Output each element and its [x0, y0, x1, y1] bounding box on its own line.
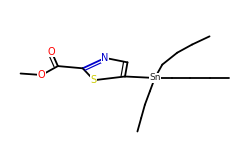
Text: S: S — [91, 75, 97, 85]
Text: O: O — [48, 47, 56, 57]
Text: Sn: Sn — [149, 74, 160, 82]
Text: O: O — [38, 70, 46, 80]
Text: N: N — [102, 53, 109, 63]
